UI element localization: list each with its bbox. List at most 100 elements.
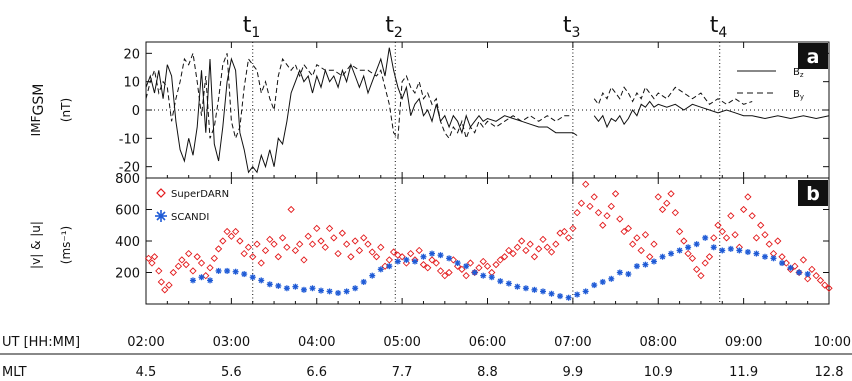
panel-b: 200 400 600 800 |v| & |u| (ms⁻¹) SuperDARN … xyxy=(29,172,833,305)
b-ytick-label: 600 xyxy=(115,204,140,219)
superdarn-point xyxy=(385,256,393,264)
ut-tick-label: 10:00 xyxy=(814,335,851,350)
scandi-point xyxy=(676,247,683,254)
panel-a: -20 -10 0 10 20 IMFGSM (nT) Bz By a xyxy=(29,41,830,179)
ut-tick-label: 08:00 xyxy=(640,335,677,350)
superdarn-point xyxy=(415,246,423,255)
ut-tick-label: 03:00 xyxy=(213,335,250,350)
scandi-point xyxy=(224,267,231,274)
superdarn-point xyxy=(761,231,769,239)
superdarn-point xyxy=(675,227,684,236)
mlt-tick-label: 7.7 xyxy=(392,365,413,380)
superdarn-point xyxy=(667,190,675,198)
superdarn-point xyxy=(189,267,197,275)
superdarn-point xyxy=(718,227,726,236)
superdarn-point xyxy=(197,259,206,267)
scandi-point xyxy=(531,286,538,293)
scandi-point xyxy=(599,278,606,285)
superdarn-point xyxy=(210,254,218,262)
superdarn-point xyxy=(300,256,308,264)
scandi-point xyxy=(446,255,453,262)
superdarn-point xyxy=(372,253,381,261)
scandi-point xyxy=(787,264,794,271)
scandi-point xyxy=(522,285,529,292)
panel-a-label: a xyxy=(807,46,820,68)
superdarn-point xyxy=(697,272,705,280)
scandi-point xyxy=(480,272,487,279)
superdarn-point xyxy=(419,260,428,269)
superdarn-point xyxy=(808,265,816,273)
scandi-point xyxy=(685,244,692,251)
superdarn-point xyxy=(424,264,432,272)
superdarn-point xyxy=(223,227,231,236)
superdarn-point xyxy=(244,243,253,251)
superdarn-point xyxy=(641,231,650,239)
superdarn-point xyxy=(620,227,628,236)
superdarn-point xyxy=(257,259,265,267)
legend-by-label: By xyxy=(793,89,804,101)
superdarn-point xyxy=(757,221,765,229)
x-axis: 02:00 4.5 03:00 5.6 04:00 6.6 05:00 7.7 06:00 8.8… xyxy=(127,42,851,380)
superdarn-point xyxy=(535,245,543,253)
superdarn-point xyxy=(274,253,282,261)
scandi-point xyxy=(770,255,777,262)
scandi-point xyxy=(300,286,307,293)
scandi-point xyxy=(343,288,350,295)
superdarn-point xyxy=(193,253,201,261)
superdarn-point xyxy=(219,237,227,245)
superdarn-point xyxy=(165,281,173,289)
scandi-point xyxy=(189,277,196,284)
scandi-point xyxy=(215,267,222,274)
superdarn-point xyxy=(321,243,329,251)
scandi-point xyxy=(710,244,717,251)
superdarn-point xyxy=(731,231,739,239)
time-markers: t1 t2 t3 t4 xyxy=(243,13,727,304)
mlt-tick-label: 6.6 xyxy=(306,365,327,380)
superdarn-point xyxy=(825,284,833,292)
ut-tick-label: 06:00 xyxy=(469,335,506,350)
superdarn-point xyxy=(739,205,748,214)
scandi-point xyxy=(275,282,282,289)
superdarn-point xyxy=(214,245,223,253)
panel-a-ylabel: IMFGSM xyxy=(29,84,47,137)
scandi-point xyxy=(796,269,803,276)
superdarn-point xyxy=(458,265,466,273)
superdarn-point xyxy=(206,264,214,272)
scandi-point xyxy=(471,269,478,276)
superdarn-point xyxy=(586,202,594,210)
legend-superdarn-label: SuperDARN xyxy=(171,189,229,200)
superdarn-point xyxy=(722,234,731,242)
scandi-point xyxy=(565,294,572,301)
mlt-tick-label: 10.9 xyxy=(644,365,673,380)
scandi-point xyxy=(574,291,581,298)
scandi-point xyxy=(463,263,470,270)
superdarn-point xyxy=(693,265,701,273)
scandi-point xyxy=(241,271,248,278)
scandi-point xyxy=(420,253,427,260)
superdarn-point xyxy=(436,267,445,275)
superdarn-point xyxy=(347,253,355,261)
panel-b-y-ticks: 200 400 600 800 xyxy=(115,172,829,282)
superdarn-point xyxy=(795,268,803,277)
superdarn-point xyxy=(342,240,351,248)
scandi-point xyxy=(650,258,657,265)
superdarn-point xyxy=(368,248,376,256)
superdarn-point xyxy=(663,199,671,207)
superdarn-point xyxy=(360,234,368,242)
superdarn-point xyxy=(475,264,483,272)
superdarn-point xyxy=(351,237,359,245)
superdarn-point xyxy=(500,253,509,261)
superdarn-point xyxy=(518,237,526,245)
superdarn-point xyxy=(445,268,453,277)
superdarn-point xyxy=(522,246,530,255)
superdarn-point xyxy=(513,243,522,251)
superdarn-point xyxy=(611,190,620,198)
scandi-point xyxy=(249,274,256,281)
scandi-point xyxy=(548,290,555,297)
superdarn-point xyxy=(616,215,624,223)
superdarn-point xyxy=(283,243,291,251)
panel-a-yunit: (nT) xyxy=(59,98,73,122)
panel-a-legend: Bz By xyxy=(737,67,804,101)
superdarn-point xyxy=(812,272,820,280)
